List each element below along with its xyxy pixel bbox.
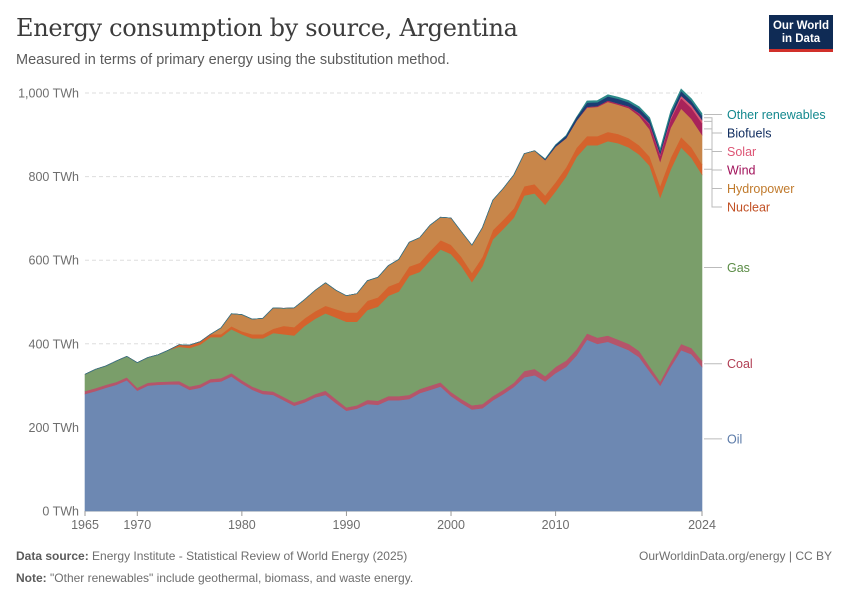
x-tick-label: 1965 <box>71 518 99 532</box>
x-tick-label: 2010 <box>542 518 570 532</box>
logo-line-1: Our World <box>772 20 829 32</box>
logo-line-2: in Data <box>781 33 821 45</box>
series-legend: Other renewables Biofuels Solar Wind Hydropo… <box>704 108 826 446</box>
y-tick-label: 600 TWh <box>29 254 80 268</box>
area-other-renewables <box>84 88 703 375</box>
x-axis-ticks: 1965 1970 1980 1990 2000 2010 2024 <box>71 511 716 532</box>
owid-logo[interactable]: Our World in Data <box>769 15 833 52</box>
legend-connector <box>704 120 722 152</box>
legend-label-wind: Wind <box>727 164 756 178</box>
source-label: Data source: <box>16 549 89 563</box>
x-tick-label: 2024 <box>688 518 716 532</box>
legend-label-hydropower: Hydropower <box>727 182 794 196</box>
y-tick-label: 400 TWh <box>29 337 80 351</box>
y-axis-ticks: 0 TWh 200 TWh 400 TWh 600 TWh 800 TWh 1,000 T… <box>18 87 79 519</box>
note-text: "Other renewables" include geothermal, b… <box>50 571 414 585</box>
source-text[interactable]: Energy Institute - Statistical Review of… <box>92 549 408 563</box>
legend-label-other-renewables: Other renewables <box>727 108 826 122</box>
legend-label-oil: Oil <box>727 432 742 446</box>
chart-title: Energy consumption by source, Argentina <box>16 14 518 42</box>
data-source: Data source: Energy Institute - Statisti… <box>16 549 407 563</box>
y-tick-label: 200 TWh <box>29 421 80 435</box>
legend-label-biofuels: Biofuels <box>727 127 771 141</box>
legend-label-nuclear: Nuclear <box>727 201 770 215</box>
legend-connector <box>704 117 722 134</box>
series-areas <box>84 88 703 512</box>
legend-label-solar: Solar <box>727 145 756 159</box>
note: Note: "Other renewables" include geother… <box>16 571 413 585</box>
x-tick-label: 1990 <box>333 518 361 532</box>
chart-subtitle: Measured in terms of primary energy usin… <box>16 52 450 68</box>
note-label: Note: <box>16 571 47 585</box>
legend-connector <box>704 168 722 208</box>
x-tick-label: 1980 <box>228 518 256 532</box>
stacked-area-chart: 0 TWh 200 TWh 400 TWh 600 TWh 800 TWh 1,000 T… <box>18 87 826 533</box>
legend-label-coal: Coal <box>727 357 753 371</box>
x-tick-label: 1970 <box>123 518 151 532</box>
y-tick-label: 0 TWh <box>42 505 79 519</box>
legend-label-gas: Gas <box>727 261 750 275</box>
x-tick-label: 2000 <box>437 518 465 532</box>
y-tick-label: 1,000 TWh <box>18 87 79 101</box>
y-tick-label: 800 TWh <box>29 170 80 184</box>
credit-link[interactable]: OurWorldinData.org/energy | CC BY <box>639 549 832 563</box>
